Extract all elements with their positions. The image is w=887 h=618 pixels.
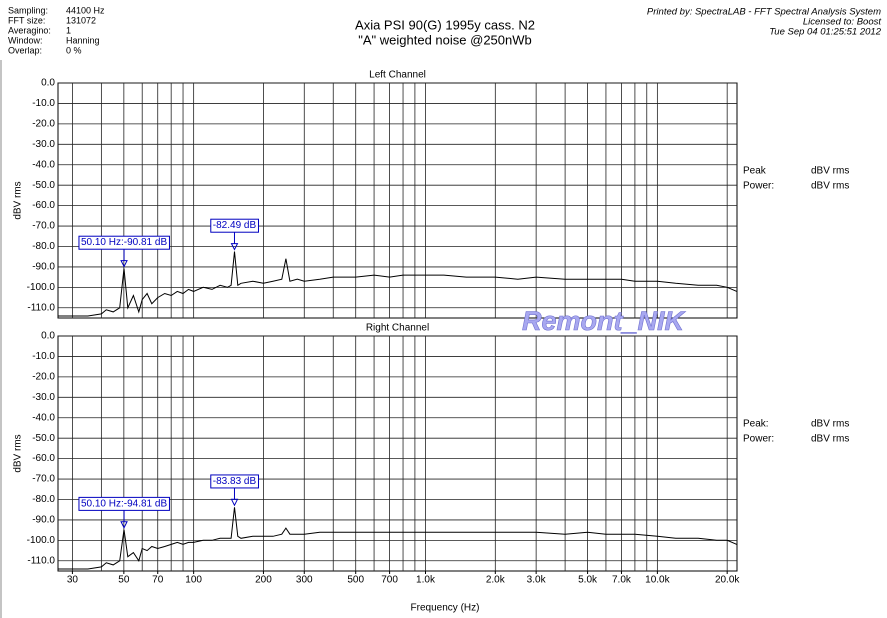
y-tick-label: -20.0 <box>32 372 55 383</box>
x-tick-label: 20.0k <box>715 575 740 586</box>
y-tick-label: -30.0 <box>32 392 55 403</box>
y-tick-label: -70.0 <box>32 474 55 485</box>
y-tick-label: -110.0 <box>27 302 55 313</box>
y-tick-label: 0.0 <box>41 78 55 89</box>
y-tick-label: -40.0 <box>32 159 55 170</box>
info-value: 131072 <box>66 15 96 25</box>
y-tick-label: 0.0 <box>41 331 55 342</box>
y-tick-label: -40.0 <box>32 412 55 423</box>
peak-unit: dBV rms <box>811 419 849 430</box>
info-label: Sampling: <box>8 5 48 15</box>
info-label: Window: <box>8 35 43 45</box>
x-tick-label: 700 <box>381 575 398 586</box>
y-tick-label: -30.0 <box>32 139 55 150</box>
x-tick-label: 2.0k <box>486 575 506 586</box>
power-unit: dBV rms <box>811 181 849 192</box>
y-tick-label: -100.0 <box>27 282 56 293</box>
info-label: FFT size: <box>8 15 45 25</box>
y-tick-label: -80.0 <box>32 494 55 505</box>
power-label: Power: <box>743 181 774 192</box>
x-axis-label: Frequency (Hz) <box>411 603 480 614</box>
x-tick-label: 10.0k <box>645 575 670 586</box>
chart-title: Left Channel <box>369 70 426 81</box>
y-tick-label: -60.0 <box>32 453 55 464</box>
timestamp: Tue Sep 04 01:25:51 2012 <box>769 27 882 38</box>
power-label: Power: <box>743 434 774 445</box>
y-tick-label: -90.0 <box>32 262 55 273</box>
peak-label: Peak <box>743 166 767 177</box>
x-tick-label: 7.0k <box>612 575 632 586</box>
y-tick-label: -10.0 <box>32 98 55 109</box>
y-tick-label: -10.0 <box>32 351 55 362</box>
peak-label: -83.83 dB <box>213 476 257 487</box>
title-line: Axia PSI 90(G) 1995y cass. N2 <box>355 17 535 32</box>
chart-title: Right Channel <box>366 323 429 334</box>
y-tick-label: -50.0 <box>32 180 55 191</box>
x-tick-label: 5.0k <box>578 575 598 586</box>
y-tick-label: -20.0 <box>32 119 55 130</box>
x-tick-label: 30 <box>67 575 79 586</box>
x-tick-label: 1.0k <box>416 575 436 586</box>
y-tick-label: -90.0 <box>32 515 55 526</box>
peak-label-box <box>210 474 259 489</box>
power-unit: dBV rms <box>811 434 849 445</box>
y-axis-label: dBV rms <box>13 434 24 472</box>
peak-label: 50.10 Hz:-90.81 dB <box>81 237 167 248</box>
y-tick-label: -50.0 <box>32 433 55 444</box>
y-axis-label: dBV rms <box>13 181 24 219</box>
y-tick-label: -100.0 <box>27 535 56 546</box>
peak-label-box <box>78 235 170 250</box>
peak-label-box <box>210 218 259 233</box>
peak-marker <box>230 243 239 251</box>
y-tick-label: -80.0 <box>32 241 55 252</box>
y-tick-label: -60.0 <box>32 200 55 211</box>
info-value: 44100 Hz <box>66 5 105 15</box>
x-tick-label: 500 <box>347 575 364 586</box>
info-value: 1 <box>66 25 71 35</box>
printed-by: Printed by: SpectraLAB - FFT Spectral An… <box>647 7 881 18</box>
y-tick-label: -110.0 <box>27 555 55 566</box>
license: Licensed to: Boost <box>803 17 882 28</box>
x-tick-label: 200 <box>255 575 272 586</box>
watermark: Remont_NIK <box>522 306 687 336</box>
x-tick-label: 3.0k <box>527 575 547 586</box>
info-value: Hanning <box>66 35 100 45</box>
title-line: "A" weighted noise @250nWb <box>358 32 531 47</box>
peak-unit: dBV rms <box>811 166 849 177</box>
x-tick-label: 50 <box>118 575 130 586</box>
x-tick-label: 300 <box>296 575 313 586</box>
peak-label: 50.10 Hz:-94.81 dB <box>81 498 167 509</box>
peak-label: Peak: <box>743 419 769 430</box>
peak-label-box <box>78 496 170 511</box>
spectrum-line <box>58 507 737 570</box>
info-value: 0 % <box>66 45 82 55</box>
info-label: Overlap: <box>8 45 42 55</box>
spectrum-line <box>58 251 737 317</box>
x-tick-label: 70 <box>152 575 164 586</box>
peak-marker <box>230 498 239 507</box>
y-tick-label: -70.0 <box>32 221 55 232</box>
info-label: Averagino: <box>8 25 51 35</box>
peak-label: -82.49 dB <box>213 220 257 231</box>
x-tick-label: 100 <box>185 575 202 586</box>
